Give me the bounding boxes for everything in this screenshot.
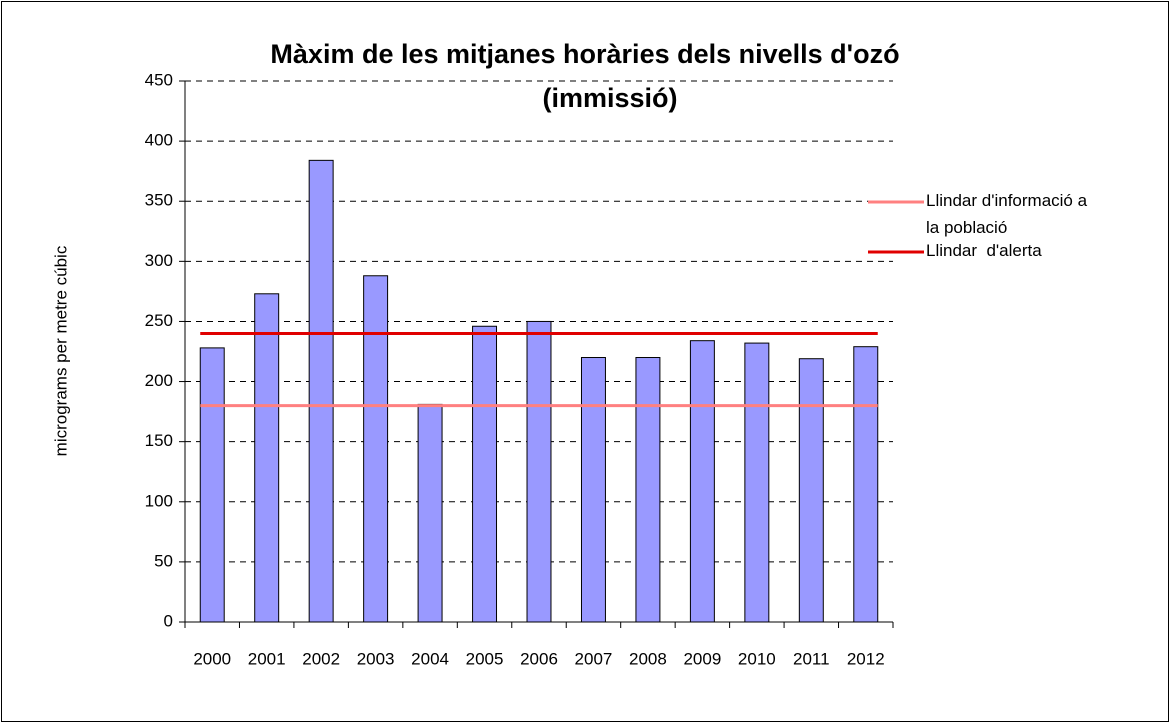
bar — [526, 320, 552, 623]
x-tick-label: 2005 — [466, 649, 504, 668]
x-tick-label: 2007 — [575, 649, 613, 668]
x-tick-label: 2004 — [411, 649, 449, 668]
y-axis-label: micrograms per metre cúbic — [51, 245, 70, 456]
bar — [308, 159, 334, 623]
bar — [199, 347, 225, 623]
x-tick-label: 2003 — [357, 649, 395, 668]
chart-title: (immissió) — [542, 83, 677, 113]
x-tick-label: 2000 — [193, 649, 231, 668]
y-tick-label: 400 — [145, 131, 173, 150]
x-tick-label: 2008 — [629, 649, 667, 668]
y-tick-label: 200 — [145, 371, 173, 390]
bar — [580, 357, 606, 623]
bar — [363, 275, 389, 623]
legend-label: Llindar d'informació a la població — [926, 191, 1088, 237]
bar — [635, 357, 661, 623]
bar — [417, 403, 443, 623]
y-tick-label: 0 — [164, 611, 173, 630]
x-tick-label: 2011 — [793, 649, 830, 668]
x-tick-label: 2009 — [683, 649, 721, 668]
chart-title: Màxim de les mitjanes horàries dels nive… — [270, 39, 899, 69]
x-tick-label: 2012 — [847, 649, 885, 668]
bar — [254, 293, 280, 623]
y-tick-label: 250 — [145, 311, 173, 330]
x-tick-label: 2010 — [738, 649, 776, 668]
y-tick-label: 150 — [145, 431, 173, 450]
x-tick-label: 2006 — [520, 649, 558, 668]
y-tick-label: 50 — [154, 551, 173, 570]
bar — [744, 342, 770, 623]
x-tick-label: 2002 — [302, 649, 340, 668]
bar — [472, 325, 498, 623]
y-tick-label: 350 — [145, 191, 173, 210]
bar — [798, 358, 824, 623]
bar — [853, 346, 879, 623]
x-tick-label: 2001 — [248, 649, 286, 668]
bar — [689, 340, 715, 623]
y-tick-label: 450 — [145, 70, 173, 89]
y-tick-label: 300 — [145, 251, 173, 270]
legend-label: Llindar d'alerta — [926, 241, 1042, 260]
y-tick-label: 100 — [145, 491, 173, 510]
